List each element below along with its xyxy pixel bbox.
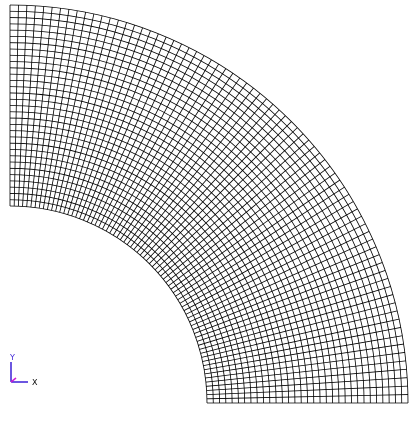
mesh-spoke — [177, 193, 350, 301]
mesh-spoke — [187, 231, 370, 319]
mesh-spoke — [136, 98, 267, 253]
mesh-spoke — [130, 87, 254, 248]
mesh-spoke — [86, 36, 167, 222]
mesh-spoke — [98, 47, 190, 228]
mesh-spoke — [112, 63, 220, 236]
mesh-spoke — [205, 352, 405, 379]
mesh-spoke — [204, 335, 403, 371]
mesh-spoke — [189, 238, 373, 323]
mesh-spoke — [205, 360, 406, 383]
mesh-spoke — [47, 12, 86, 210]
mesh-spoke — [30, 7, 53, 208]
mesh-spoke — [75, 27, 143, 218]
mesh-spoke — [26, 6, 45, 207]
mesh-spoke — [34, 8, 61, 208]
mesh-spoke — [163, 152, 320, 280]
mesh-spoke — [196, 278, 389, 342]
mesh-spoke — [90, 40, 175, 224]
mesh-spoke — [22, 5, 36, 207]
mesh-spoke — [154, 133, 304, 271]
mesh-spoke — [67, 22, 127, 215]
mesh-spoke — [201, 310, 398, 358]
mesh-ring — [9, 205, 208, 404]
triad-y-label: Y — [9, 353, 15, 362]
mesh-spoke — [200, 302, 396, 354]
mesh-spoke — [42, 10, 78, 209]
mesh-spoke — [206, 385, 408, 396]
mesh-spoke — [17, 5, 28, 207]
mesh-spoke — [13, 5, 19, 207]
mesh-spoke — [94, 43, 182, 226]
mesh-spoke — [203, 327, 401, 366]
mesh-spoke — [179, 201, 354, 304]
mesh-spoke — [170, 172, 336, 290]
mesh-spoke — [198, 286, 391, 346]
mesh-spoke — [59, 17, 111, 213]
mesh-spoke — [116, 68, 227, 238]
mesh-spoke — [165, 159, 326, 283]
mesh-spoke — [83, 33, 159, 221]
mesh-spoke — [146, 115, 286, 262]
mesh-spoke — [181, 208, 358, 308]
mesh-spoke — [195, 270, 386, 338]
mesh-spoke — [192, 254, 380, 330]
mesh-spoke — [55, 15, 103, 212]
mesh-spoke — [172, 179, 340, 294]
quarter-annulus-mesh — [9, 4, 409, 404]
mesh-spoke — [199, 294, 394, 350]
mesh-spoke — [151, 127, 298, 267]
mesh-spoke — [191, 246, 377, 327]
mesh-spoke — [38, 9, 70, 209]
mesh-spoke — [175, 186, 345, 297]
mesh-spoke — [71, 24, 135, 217]
mesh-spoke — [133, 93, 261, 250]
mesh-spoke — [194, 262, 383, 334]
mesh-spoke — [102, 51, 198, 230]
triad-x-label: X — [32, 378, 38, 387]
mesh-spoke — [63, 19, 119, 214]
mesh-spoke — [206, 377, 408, 391]
mesh-spoke — [206, 394, 408, 400]
mesh-spoke — [149, 121, 292, 264]
mesh-spoke — [185, 223, 366, 315]
mesh-spoke — [168, 166, 331, 287]
mesh-spoke — [206, 368, 407, 387]
mesh-spoke — [142, 109, 280, 259]
mesh-spoke — [183, 215, 362, 311]
mesh-spoke — [157, 139, 310, 274]
mesh-spoke — [160, 146, 315, 277]
mesh-spoke — [139, 103, 274, 256]
mesh-spoke — [79, 30, 151, 219]
mesh-spoke — [119, 73, 234, 241]
mesh-spoke — [123, 77, 241, 243]
mesh-spoke — [51, 13, 95, 211]
mesh-spoke — [105, 55, 205, 232]
coordinate-triad: Y X — [9, 353, 38, 387]
mesh-spoke — [202, 318, 400, 362]
mesh-spoke — [126, 82, 247, 245]
mesh-spoke — [109, 59, 212, 234]
triad-z-axis — [10, 377, 17, 383]
mesh-spoke — [204, 343, 404, 375]
